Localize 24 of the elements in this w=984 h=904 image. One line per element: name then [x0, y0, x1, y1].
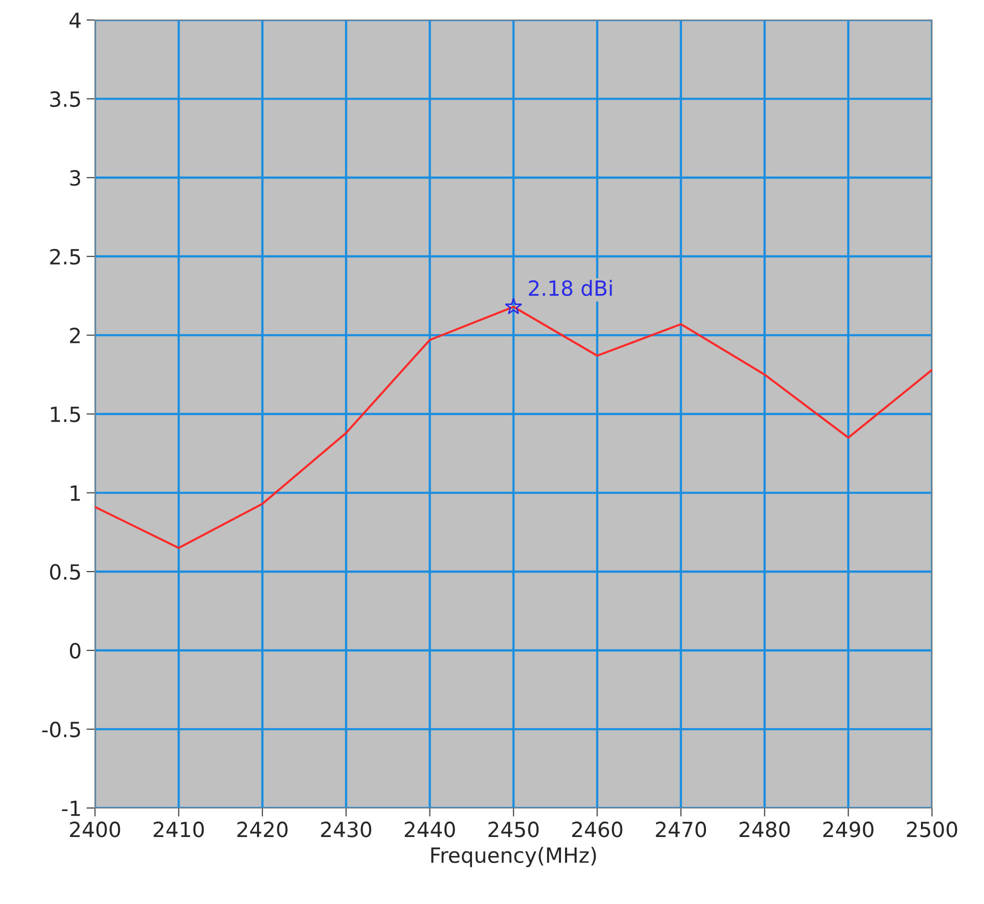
x-tick-label: 2420 [237, 822, 288, 838]
y-tick-label: -0.5 [42, 722, 80, 738]
y-tick-label: -1 [62, 800, 80, 816]
x-tick-label: 2480 [740, 822, 790, 838]
x-tick-label: 2440 [404, 822, 455, 838]
x-axis-title: Frequency(MHz) [431, 846, 596, 868]
y-tick-label: 1.5 [50, 406, 80, 422]
x-tick-label: 2450 [488, 822, 539, 838]
x-tick-label: 2410 [154, 822, 204, 838]
y-tick-label: 3.5 [50, 91, 80, 108]
x-tick-label: 2400 [70, 822, 120, 838]
y-tick-label: 4 [70, 12, 81, 28]
annotation: 2.18 dBi [528, 280, 612, 296]
x-tick-label: 2490 [823, 822, 874, 838]
x-tick-label: 2460 [572, 822, 622, 838]
y-tick-label: 2 [70, 328, 80, 344]
x-tick-label: 2500 [907, 822, 958, 838]
y-tick-label: 1 [70, 486, 80, 501]
x-tick-label: 2470 [656, 822, 706, 838]
x-tick-label: 2430 [321, 822, 372, 838]
y-tick-label: 2.5 [50, 248, 80, 265]
y-tick-label: 3 [70, 170, 80, 186]
y-tick-label: 0 [70, 642, 80, 659]
y-tick-label: 0.5 [50, 564, 80, 580]
